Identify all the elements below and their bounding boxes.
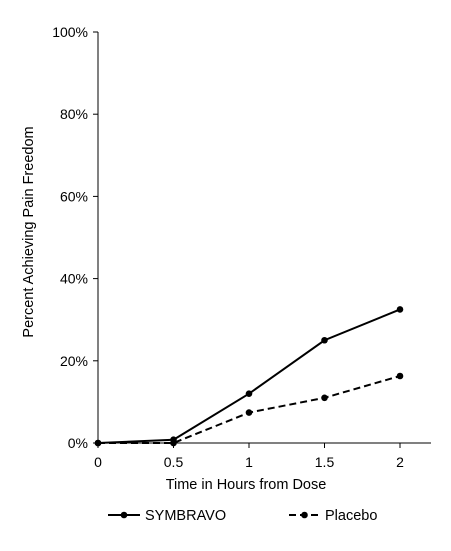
x-tick-label: 1 (245, 454, 253, 470)
data-point-symbravo (245, 390, 253, 397)
data-point-placebo (94, 439, 102, 447)
legend-label-symbravo: SYMBRAVO (145, 508, 226, 524)
data-point-placebo (170, 439, 177, 447)
y-tick-label: 20% (60, 353, 88, 369)
x-tick-label: 1.5 (315, 454, 335, 470)
y-tick-label: 100% (52, 24, 88, 40)
y-tick-label: 0% (68, 435, 88, 451)
x-tick-label: 0.5 (164, 454, 184, 470)
y-ticks: 0% 20% 40% 60% 80% 100% (52, 24, 98, 451)
legend-label-placebo: Placebo (325, 508, 377, 524)
series-layer (94, 306, 404, 447)
data-point-placebo (245, 409, 253, 416)
x-ticks: 0 0.5 1 1.5 2 (94, 443, 404, 470)
series-line-symbravo (97, 308, 401, 444)
legend-marker-placebo (301, 511, 308, 519)
legend-marker-symbravo (120, 511, 128, 519)
data-point-symbravo (396, 306, 404, 313)
y-tick-label: 60% (60, 188, 88, 204)
y-tick-label: 80% (60, 106, 88, 122)
data-point-placebo (321, 394, 328, 402)
x-axis-title: Time in Hours from Dose (166, 477, 327, 493)
data-point-placebo (396, 372, 404, 380)
y-axis-title: Percent Achieving Pain Freedom (21, 126, 37, 337)
legend: SYMBRAVO Placebo (108, 508, 377, 524)
x-tick-label: 2 (396, 454, 404, 470)
data-point-symbravo (321, 336, 328, 344)
x-tick-label: 0 (94, 454, 102, 470)
y-tick-label: 40% (60, 271, 88, 287)
